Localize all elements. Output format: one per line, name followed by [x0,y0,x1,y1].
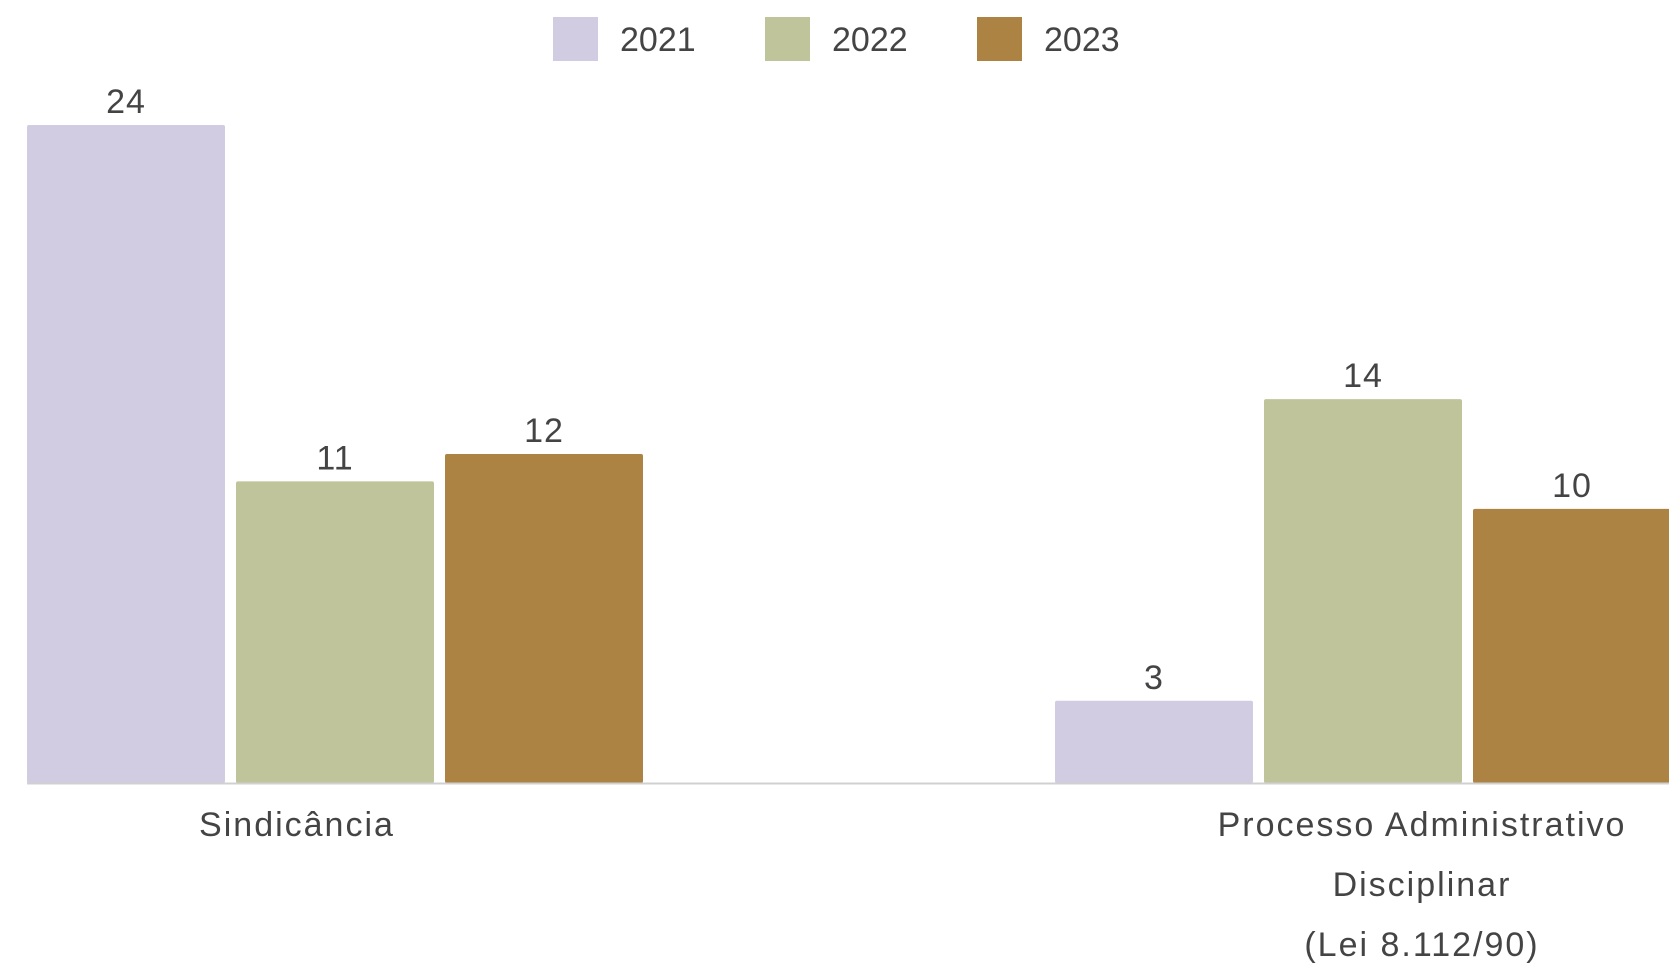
legend-label-2022: 2022 [832,21,908,59]
bar-2021-category-1 [27,125,225,783]
category-label-1-line-1: Sindicância [199,806,395,844]
data-label-2021-category-2: 3 [1144,659,1164,697]
data-label-2023-category-1: 12 [524,412,564,450]
data-label-2022-category-1: 11 [316,439,353,477]
legend-swatch-2021 [553,17,598,61]
category-label-2: Processo Administrativo Disciplinar (Lei 8… [1218,806,1627,963]
bars [27,125,1669,783]
category-label-1: Sindicância [199,806,395,844]
bar-2022-category-1 [236,481,434,783]
legend: 2021 2022 2023 [553,17,1120,61]
bar-2023-category-2 [1473,509,1669,783]
bar-2023-category-1 [445,454,643,783]
bar-2022-category-2 [1264,399,1462,783]
legend-swatch-2023 [977,17,1022,61]
category-axis: Sindicância Processo Administrativo Discip… [199,806,1626,963]
legend-swatch-2022 [765,17,810,61]
bar-2021-category-2 [1055,701,1253,783]
legend-label-2023: 2023 [1044,21,1120,59]
category-label-2-line-1: Processo Administrativo [1218,806,1627,844]
data-label-2023-category-2: 10 [1552,467,1592,505]
legend-label-2021: 2021 [620,21,696,59]
category-label-2-line-2: Disciplinar [1333,866,1512,904]
data-label-2022-category-2: 14 [1343,357,1383,395]
category-label-2-line-3: (Lei 8.112/90) [1304,926,1539,963]
data-label-2021-category-1: 24 [106,83,146,121]
